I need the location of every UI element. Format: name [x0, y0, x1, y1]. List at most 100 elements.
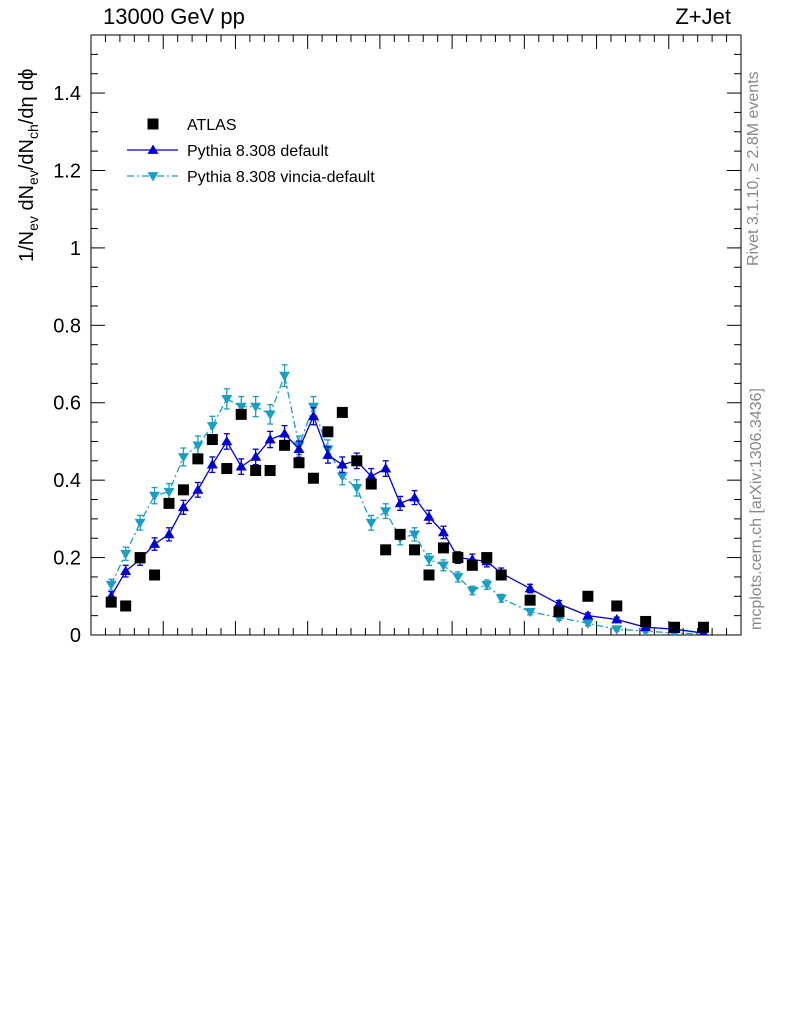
legend-label-pythia-default: Pythia 8.308 default [187, 143, 329, 160]
pythia-default-point [409, 492, 421, 502]
pythia-default-point [322, 449, 334, 459]
atlas-point [307, 472, 319, 484]
pythia-vincia-point [582, 619, 594, 629]
atlas-point [611, 600, 623, 612]
observable-label: Z+Jet [675, 4, 731, 29]
pythia-default-point [611, 614, 623, 624]
pythia-vincia-point [250, 402, 262, 413]
y-tick-label: 1.4 [53, 83, 81, 105]
pythia-default-point [264, 434, 276, 444]
pythia-default-point [192, 484, 204, 494]
pythia-default-point [293, 443, 305, 454]
pythia-default-point [279, 428, 291, 438]
pythia-vincia-point [264, 410, 276, 420]
pythia-vincia-point [611, 625, 623, 635]
pythia-vincia-point [365, 518, 377, 529]
plot-frame [90, 34, 742, 636]
rivet-info-label: Rivet 3.1.10, ≥ 2.8M events [745, 71, 762, 266]
atlas-point [640, 615, 652, 627]
pythia-default-point [221, 435, 233, 446]
atlas-point [149, 569, 161, 581]
pythia-default-point [582, 610, 594, 620]
pythia-vincia-point [206, 422, 218, 432]
pythia-default-point [524, 583, 536, 593]
atlas-point [336, 406, 348, 418]
atlas-point [235, 408, 247, 420]
atlas-point [669, 621, 681, 633]
pythia-default-point [437, 526, 449, 537]
atlas-point [322, 426, 334, 438]
pythia-default-point [149, 538, 161, 548]
atlas-point [279, 439, 291, 451]
legend-label-atlas: ATLAS [187, 117, 237, 134]
atlas-point [293, 457, 305, 469]
pythia-vincia-point [466, 586, 478, 596]
atlas-point [250, 464, 262, 476]
pythia-vincia-point [495, 594, 507, 604]
pythia-vincia-point [177, 453, 189, 463]
pythia-default-point [120, 565, 132, 575]
pythia-default-point [553, 598, 565, 608]
atlas-point [452, 552, 464, 564]
y-tick-label: 0.2 [53, 548, 81, 570]
atlas-point [495, 569, 507, 581]
pythia-vincia-point [105, 580, 117, 591]
data-layer [105, 364, 709, 635]
legend-label-pythia-vincia: Pythia 8.308 vincia-default [187, 169, 375, 186]
atlas-point [423, 569, 435, 581]
y-axis-label: 1/Nev dNev/dNch/dη dϕ [16, 69, 41, 262]
pythia-default-point [394, 497, 406, 508]
atlas-point [351, 455, 363, 467]
pythia-vincia-point [192, 441, 204, 451]
pythia-vincia-point [149, 491, 161, 502]
y-tick-label: 0.8 [53, 315, 81, 337]
pythia-vincia-point [163, 487, 175, 498]
pythia-default-point [177, 501, 189, 512]
pythia-vincia-point [221, 395, 233, 405]
atlas-point [105, 596, 117, 608]
y-tick-label: 0 [70, 625, 81, 647]
pythia-default-point [235, 461, 247, 471]
pythia-vincia-point [437, 561, 449, 571]
pythia-vincia-point [235, 402, 247, 413]
pythia-default-point [423, 511, 435, 521]
source-label: mcplots.cern.ch [arXiv:1306.3436] [748, 388, 765, 630]
atlas-point [365, 478, 377, 490]
atlas-point [120, 600, 132, 612]
pythia-default-point [336, 459, 348, 469]
pythia-vincia-point [336, 472, 348, 482]
atlas-point [394, 528, 406, 540]
pythia-vincia-point [351, 484, 363, 494]
atlas-point [163, 497, 175, 509]
pythia-default-point [206, 459, 218, 469]
pythia-vincia-point [380, 507, 392, 517]
pythia-vincia-point [524, 607, 536, 618]
atlas-point [409, 544, 421, 556]
process-label: 13000 GeV pp [103, 4, 245, 29]
pythia-vincia-point [120, 549, 132, 560]
pythia-default-point [380, 463, 392, 473]
pythia-vincia-line [110, 373, 704, 635]
atlas-point [192, 453, 204, 465]
pythia-default-point [307, 410, 319, 421]
pythia-vincia-point [279, 371, 291, 382]
pythia-vincia-point [409, 530, 421, 540]
pythia-vincia-point [423, 555, 435, 566]
legend: ATLAS Pythia 8.308 default Pythia 8.308 vi… [127, 117, 375, 186]
y-tick-label: 1 [70, 238, 81, 260]
legend-marker-pythia-default [147, 144, 159, 154]
y-tick-label: 1.2 [53, 160, 81, 182]
atlas-point [524, 594, 536, 606]
pythia-vincia-point [452, 573, 464, 583]
legend-marker-atlas [147, 118, 159, 130]
atlas-point [553, 606, 565, 618]
atlas-point [177, 484, 189, 496]
atlas-point [134, 552, 146, 564]
y-tick-label: 0.6 [53, 393, 81, 415]
atlas-point [437, 542, 449, 554]
atlas-point [481, 552, 493, 564]
atlas-point [697, 621, 709, 633]
atlas-point [380, 544, 392, 556]
atlas-point [264, 464, 276, 476]
